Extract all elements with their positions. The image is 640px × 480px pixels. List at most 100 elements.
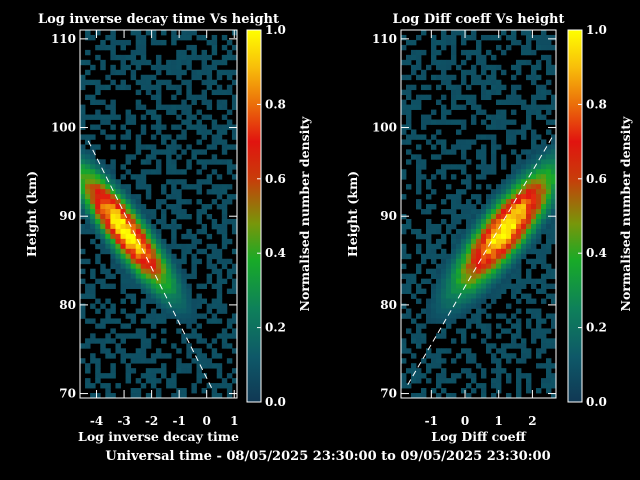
density-cell (100, 209, 106, 215)
density-cell (171, 204, 177, 210)
density-cell (406, 159, 412, 165)
density-cell (80, 308, 86, 314)
density-cell (171, 194, 177, 200)
density-cell (115, 179, 121, 185)
density-cell (481, 288, 487, 294)
density-cell (130, 253, 137, 260)
density-cell (216, 174, 223, 180)
density-cell (85, 59, 91, 66)
density-cell (130, 30, 137, 36)
density-cell (536, 248, 542, 255)
density-cell (95, 373, 101, 379)
density-cell (110, 164, 116, 170)
density-cell (155, 368, 162, 374)
density-cell (181, 99, 187, 105)
density-cell (115, 184, 121, 190)
density-cell (416, 189, 422, 195)
density-cell (546, 164, 552, 170)
density-cell (516, 308, 522, 314)
density-cell (466, 318, 472, 324)
density-cell (150, 318, 157, 324)
density-cell (531, 263, 537, 270)
density-cell (110, 258, 116, 265)
density-cell (90, 358, 96, 364)
density-cell (516, 174, 522, 180)
density-cell (196, 363, 202, 369)
density-cell (171, 69, 177, 76)
density-cell (456, 104, 462, 110)
density-cell (80, 209, 86, 215)
density-cell (521, 343, 527, 349)
density-cell (161, 64, 167, 71)
density-cell (85, 49, 91, 56)
density-cell (446, 348, 452, 354)
density-cell (140, 228, 147, 235)
density-cell (216, 228, 223, 235)
density-cell (466, 393, 472, 399)
density-cell (406, 218, 412, 225)
density-cell (150, 353, 157, 359)
density-cell (176, 303, 182, 309)
density-cell (446, 308, 452, 314)
density-cell (196, 169, 202, 175)
density-cell (491, 378, 497, 384)
density-cell (176, 363, 182, 369)
density-cell (140, 84, 147, 91)
density-cell (441, 273, 447, 280)
density-cell (155, 204, 162, 210)
density-cell (481, 268, 487, 275)
density-cell (476, 44, 482, 51)
density-cell (506, 218, 512, 225)
density-cell (201, 164, 208, 170)
density-cell (110, 64, 116, 71)
density-cell (436, 318, 442, 324)
density-cell (516, 283, 522, 289)
density-cell (221, 89, 228, 96)
density-cell (416, 49, 422, 56)
density-cell (406, 139, 412, 145)
colorbar (246, 29, 262, 403)
density-cell (511, 139, 517, 145)
density-cell (125, 243, 132, 250)
density-cell (140, 39, 147, 46)
density-cell (125, 313, 132, 319)
density-cell (456, 199, 462, 205)
density-cell (516, 194, 522, 200)
density-cell (201, 149, 208, 155)
density-cell (186, 164, 192, 170)
density-cell (426, 278, 432, 285)
density-cell (451, 288, 457, 294)
density-cell (105, 119, 111, 125)
density-cell (526, 119, 532, 125)
density-cell (80, 303, 86, 309)
density-cell (531, 333, 537, 339)
density-cell (216, 353, 223, 359)
density-cell (441, 199, 447, 205)
density-cell (541, 383, 547, 389)
density-cell (95, 179, 101, 185)
density-cell (161, 189, 167, 195)
density-cell (211, 388, 218, 394)
density-cell (161, 353, 167, 359)
density-cell (451, 164, 457, 170)
density-cell (486, 194, 492, 200)
density-cell (466, 184, 472, 190)
density-cell (451, 214, 457, 220)
density-cell (206, 233, 213, 240)
density-cell (481, 248, 487, 255)
density-cell (441, 283, 447, 289)
density-cell (166, 169, 172, 175)
density-cell (161, 199, 167, 205)
density-cell (110, 303, 116, 309)
density-cell (171, 124, 177, 130)
density-cell (466, 174, 472, 180)
density-cell (206, 79, 213, 86)
density-cell (426, 238, 432, 245)
density-cell (466, 273, 472, 280)
density-cell (201, 228, 208, 235)
density-cell (476, 209, 482, 215)
density-cell (166, 383, 172, 389)
density-cell (486, 238, 492, 245)
density-cell (226, 164, 233, 170)
density-cell (150, 74, 157, 81)
